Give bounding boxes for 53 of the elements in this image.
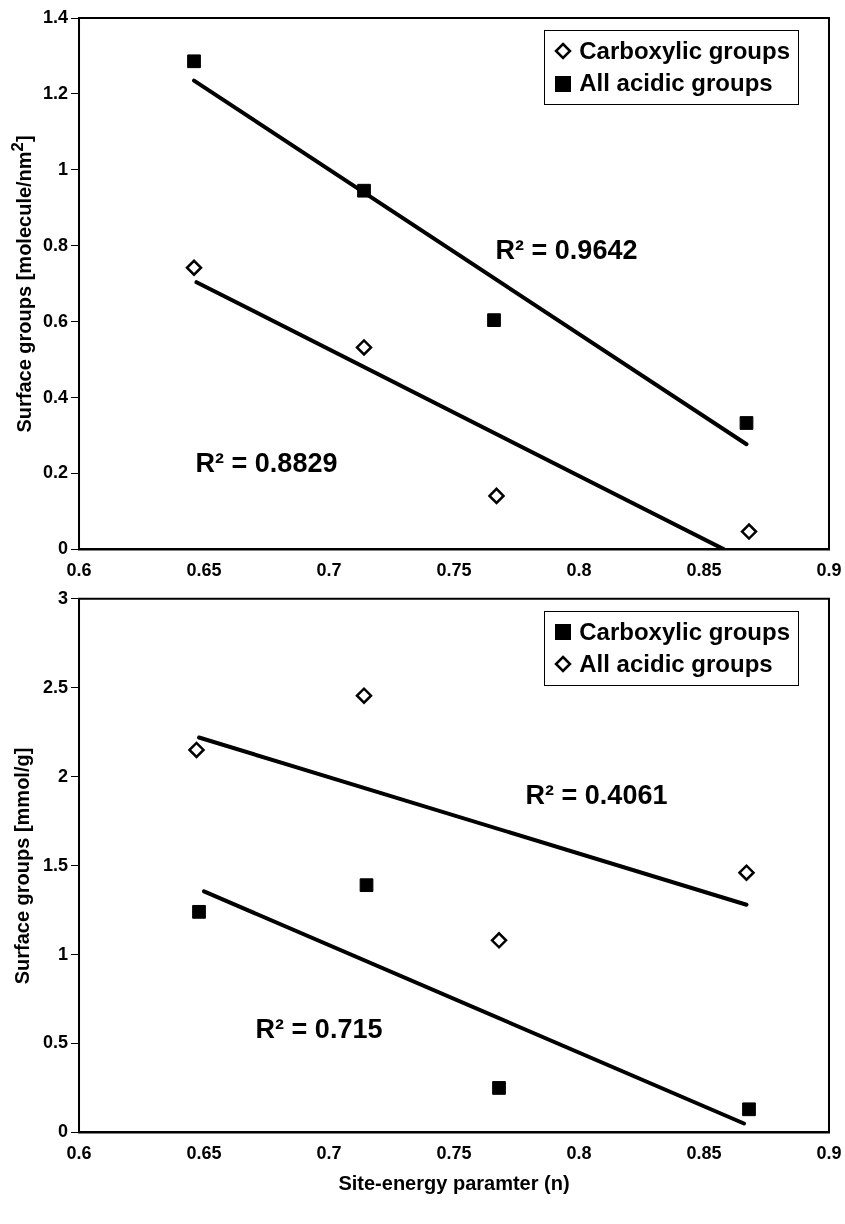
- y-tick-label: 1: [58, 158, 69, 179]
- y-tick-label: 2: [58, 765, 69, 786]
- point: [490, 932, 508, 949]
- x-axis-title: Site-energy paramter (n): [338, 1171, 570, 1194]
- point: [355, 687, 373, 704]
- point: [492, 1081, 506, 1095]
- annotation: R² = 0.715: [255, 1014, 383, 1045]
- y-tick-label: 0.2: [42, 462, 69, 483]
- y-tick-label: 2.5: [42, 676, 69, 697]
- x-tick-label: 0.85: [686, 560, 722, 581]
- point: [742, 1102, 756, 1117]
- x-tick-label: 0.65: [186, 1143, 222, 1164]
- point: [188, 741, 205, 759]
- x-tick-label: 0.9: [816, 560, 842, 581]
- point: [355, 339, 373, 356]
- point: [192, 904, 206, 919]
- point: [357, 183, 371, 198]
- y-tick-label: 0.5: [42, 1032, 69, 1053]
- x-tick-label: 0.8: [566, 1143, 592, 1164]
- point: [487, 313, 501, 327]
- x-tick-label: 0.75: [436, 1143, 472, 1164]
- x-tick-label: 0.7: [316, 1143, 342, 1164]
- x-tick-label: 0.65: [186, 560, 222, 581]
- y-tick-label: 1: [58, 943, 69, 964]
- x-tick-label: 0.85: [686, 1143, 722, 1164]
- x-tick-label: 0.7: [316, 560, 342, 581]
- legend-label: All acidic groups: [579, 649, 773, 680]
- point: [488, 487, 505, 505]
- y-tick-label: 0.4: [42, 386, 69, 407]
- y-tick-label: 1.2: [42, 82, 69, 103]
- y-tick-label: 0: [58, 538, 69, 559]
- annotation: R² = 0.4061: [525, 779, 668, 810]
- point: [738, 864, 755, 881]
- y-tick-label: 0: [58, 1121, 69, 1142]
- legend-label: All acidic groups: [579, 68, 773, 99]
- point: [187, 54, 201, 69]
- annotation: R² = 0.9642: [495, 235, 638, 266]
- x-tick-label: 0.9: [816, 1143, 842, 1164]
- y-tick-label: 1.5: [42, 854, 69, 875]
- y-axis-title: Surface groups [mmol/g]: [10, 747, 34, 984]
- y-tick-label: 0.8: [42, 234, 69, 255]
- y-tick-label: 0.6: [42, 310, 69, 331]
- x-tick-label: 0.8: [566, 560, 592, 581]
- point: [739, 416, 754, 430]
- point: [359, 878, 374, 893]
- point: [185, 259, 203, 277]
- y-tick-label: 1.4: [42, 6, 69, 27]
- annotation: R² = 0.8829: [195, 447, 338, 478]
- legend-label: Carboxylic groups: [579, 36, 790, 66]
- x-tick-label: 0.75: [436, 560, 472, 581]
- y-tick-label: 3: [58, 587, 69, 608]
- legend-label: Carboxylic groups: [579, 616, 790, 647]
- point: [740, 523, 758, 540]
